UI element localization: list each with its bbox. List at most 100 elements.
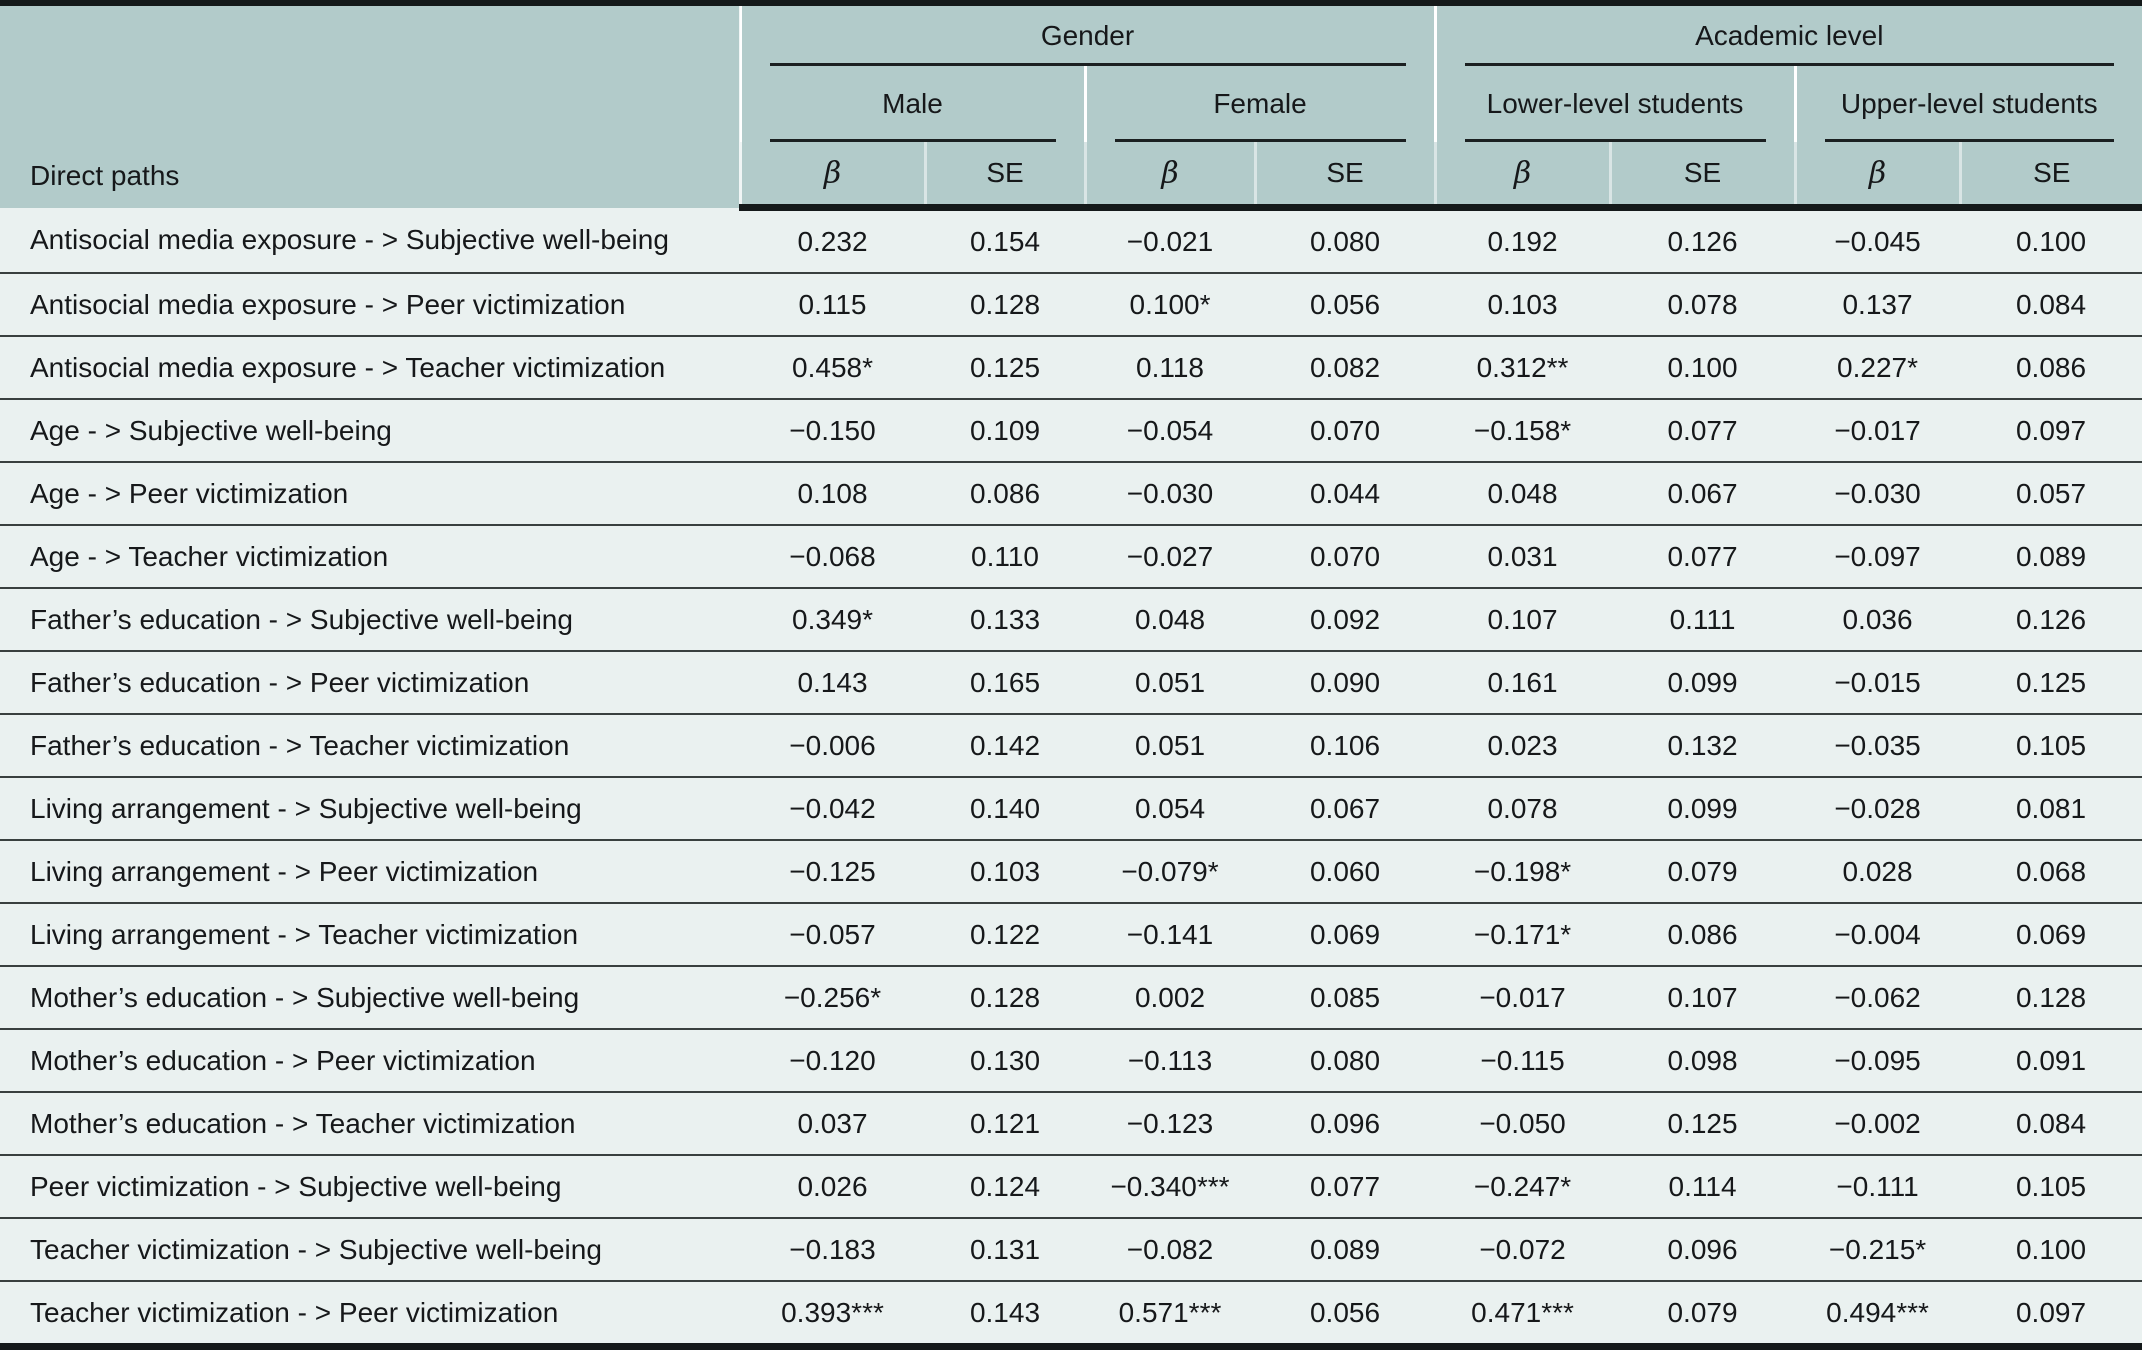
table-row: Living arrangement - > Teacher victimiza… [0,903,2142,967]
path-label-cell: Father’s education - > Peer victimizatio… [0,651,740,715]
se-value-cell: 0.130 [925,1029,1085,1093]
beta-value-cell: −0.113 [1085,1029,1255,1093]
se-value-cell: 0.140 [925,777,1085,841]
beta-value-cell: 0.078 [1435,777,1611,841]
se-value-cell: 0.092 [1255,588,1436,652]
path-label-cell: Age - > Peer victimization [0,462,740,526]
se-value-cell: 0.086 [1610,903,1796,967]
beta-value-cell: 0.028 [1795,840,1961,904]
se-value-cell: 0.121 [925,1092,1085,1156]
beta-value-cell: 0.227* [1795,336,1961,400]
se-value-cell: 0.109 [925,399,1085,463]
se-value-cell: 0.090 [1255,651,1436,715]
beta-value-cell: 0.002 [1085,966,1255,1030]
path-label-cell: Age - > Teacher victimization [0,525,740,589]
se-value-cell: 0.079 [1610,840,1796,904]
se-value-cell: 0.091 [1960,1029,2142,1093]
beta-value-cell: −0.027 [1085,525,1255,589]
path-label-cell: Antisocial media exposure - > Peer victi… [0,273,740,337]
path-label-cell: Mother’s education - > Teacher victimiza… [0,1092,740,1156]
se-value-cell: 0.114 [1610,1155,1796,1219]
beta-value-cell: −0.115 [1435,1029,1611,1093]
group-header-gender: Gender [740,3,1437,66]
beta-value-cell: 0.054 [1085,777,1255,841]
beta-value-cell: −0.017 [1795,399,1961,463]
se-value-cell: 0.125 [1610,1092,1796,1156]
se-value-cell: 0.122 [925,903,1085,967]
beta-value-cell: −0.171* [1435,903,1611,967]
path-label-cell: Peer victimization - > Subjective well-b… [0,1155,740,1219]
se-value-cell: 0.077 [1610,525,1796,589]
path-label-cell: Teacher victimization - > Subjective wel… [0,1218,740,1282]
beta-value-cell: 0.137 [1795,273,1961,337]
se-value-cell: 0.070 [1255,525,1436,589]
se-value-cell: 0.078 [1610,273,1796,337]
beta-value-cell: −0.183 [740,1218,925,1282]
se-value-cell: 0.067 [1255,777,1436,841]
stat-header-row: β SE β SE β SE β SE [0,142,2142,211]
table-row: Peer victimization - > Subjective well-b… [0,1155,2142,1219]
beta-value-cell: 0.100* [1085,273,1255,337]
beta-column-header: β [1795,142,1962,211]
se-value-cell: 0.084 [1960,1092,2142,1156]
beta-value-cell: −0.097 [1795,525,1961,589]
se-value-cell: 0.105 [1960,1155,2142,1219]
table-row: Living arrangement - > Subjective well-b… [0,777,2142,841]
table-row: Antisocial media exposure - > Peer victi… [0,273,2142,337]
beta-value-cell: −0.045 [1795,207,1961,274]
beta-value-cell: −0.068 [740,525,925,589]
se-value-cell: 0.060 [1255,840,1436,904]
path-label-cell: Antisocial media exposure - > Teacher vi… [0,336,740,400]
path-label-cell: Father’s education - > Teacher victimiza… [0,714,740,778]
se-value-cell: 0.154 [925,207,1085,274]
beta-value-cell: −0.017 [1435,966,1611,1030]
beta-value-cell: −0.150 [740,399,925,463]
table-body: Antisocial media exposure - > Subjective… [0,207,2142,1350]
beta-value-cell: −0.095 [1795,1029,1961,1093]
path-label-cell: Father’s education - > Subjective well-b… [0,588,740,652]
se-value-cell: 0.096 [1255,1092,1436,1156]
beta-value-cell: −0.215* [1795,1218,1961,1282]
beta-value-cell: 0.161 [1435,651,1611,715]
table-row: Living arrangement - > Peer victimizatio… [0,840,2142,904]
beta-value-cell: −0.111 [1795,1155,1961,1219]
se-value-cell: 0.085 [1255,966,1436,1030]
se-value-cell: 0.100 [1960,1218,2142,1282]
se-value-cell: 0.044 [1255,462,1436,526]
se-value-cell: 0.069 [1255,903,1436,967]
se-value-cell: 0.131 [925,1218,1085,1282]
table-row: Age - > Subjective well-being −0.150 0.109… [0,399,2142,463]
se-value-cell: 0.106 [1255,714,1436,778]
beta-value-cell: 0.107 [1435,588,1611,652]
beta-value-cell: −0.002 [1795,1092,1961,1156]
se-column-header: SE [1255,142,1437,211]
group-header-row: Direct paths Gender Academic level [0,3,2142,208]
beta-value-cell: −0.035 [1795,714,1961,778]
beta-value-cell: −0.247* [1435,1155,1611,1219]
se-value-cell: 0.125 [925,336,1085,400]
se-value-cell: 0.126 [1610,207,1796,274]
path-label-cell: Mother’s education - > Peer victimizatio… [0,1029,740,1093]
se-value-cell: 0.128 [925,273,1085,337]
beta-value-cell: −0.006 [740,714,925,778]
table-row: Antisocial media exposure - > Teacher vi… [0,336,2142,400]
beta-value-cell: 0.026 [740,1155,925,1219]
se-value-cell: 0.086 [1960,336,2142,400]
se-value-cell: 0.089 [1255,1218,1436,1282]
path-label-cell: Living arrangement - > Subjective well-b… [0,777,740,841]
beta-value-cell: 0.115 [740,273,925,337]
beta-value-cell: 0.232 [740,207,925,274]
table-row: Father’s education - > Subjective well-b… [0,588,2142,652]
se-value-cell: 0.110 [925,525,1085,589]
beta-value-cell: 0.023 [1435,714,1611,778]
beta-value-cell: −0.015 [1795,651,1961,715]
beta-value-cell: 0.571*** [1085,1281,1255,1350]
beta-value-cell: −0.028 [1795,777,1961,841]
se-value-cell: 0.133 [925,588,1085,652]
beta-value-cell: 0.108 [740,462,925,526]
row-header-direct-paths: Direct paths [0,3,742,208]
beta-value-cell: 0.048 [1085,588,1255,652]
beta-value-cell: 0.048 [1435,462,1611,526]
beta-value-cell: −0.042 [740,777,925,841]
